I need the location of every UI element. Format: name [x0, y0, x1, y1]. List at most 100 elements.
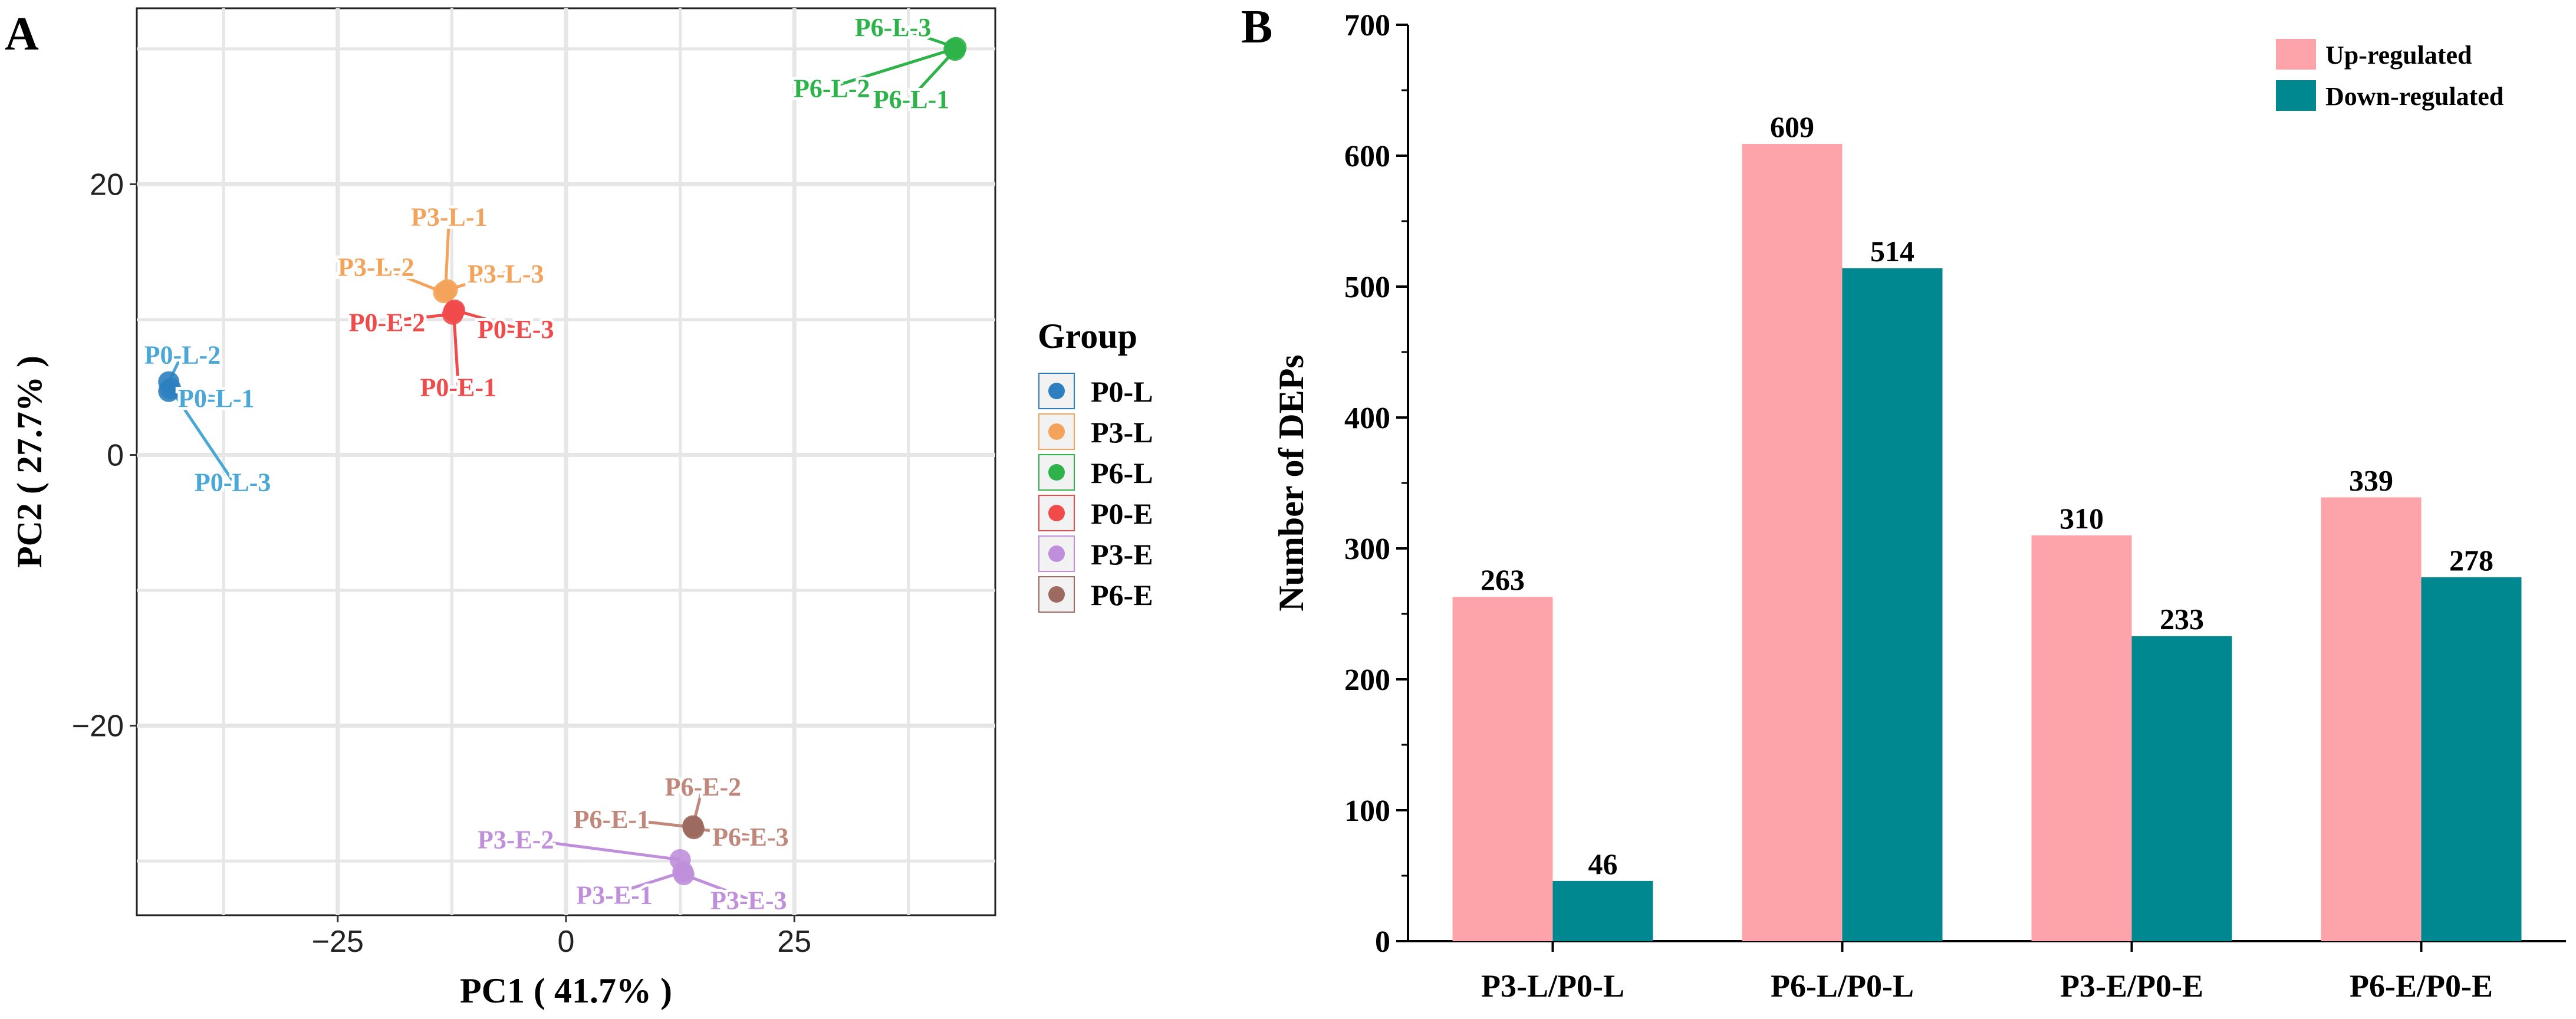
bar-p6-l-p0-l-up-regulated — [1742, 144, 1843, 941]
point-label-p0-e-2: P0-E-2 — [349, 308, 426, 337]
bar-y-tick-label: 100 — [1344, 794, 1390, 828]
bar-legend-label: Down-regulated — [2325, 82, 2503, 111]
legend-key-box — [1038, 413, 1075, 450]
label-connector-p6-l-2 — [831, 47, 955, 88]
label-connector-p3-e-2 — [515, 836, 680, 862]
bar-axes: 0 100 200 300 400 500 600 700 — [1344, 9, 2566, 959]
point-label-halo: P3-L-3 — [468, 259, 544, 288]
pca-points — [158, 37, 967, 886]
bar-y-tick-label: 200 — [1344, 663, 1390, 697]
point-label-halo: P3-E-3 — [710, 886, 787, 915]
legend-item-p0-l: P0-L — [1038, 373, 1153, 409]
point-label-halo: P0-L-1 — [178, 384, 255, 413]
pca-legend: Group P0-L P3-L P6-L P0-E P3-E P6-E — [1038, 317, 1153, 613]
label-connector-p0-e-2 — [387, 313, 453, 323]
bar-p3-l-p0-l-up-regulated — [1452, 597, 1553, 941]
bar-value-p6-l-p0-l-up-regulated: 609 — [1770, 110, 1814, 143]
bar-p3-e-p0-e-up-regulated — [2031, 535, 2132, 941]
bar-y-tick-label: 300 — [1344, 532, 1390, 566]
bar-value-p3-e-p0-e-up-regulated: 310 — [2060, 502, 2104, 535]
point-label-halo: P6-L-1 — [873, 85, 950, 114]
bar-value-p3-l-p0-l-down-regulated: 46 — [1588, 847, 1618, 880]
point-label-p6-e-1: P6-E-1 — [574, 805, 650, 834]
point-label-halo: P3-E-1 — [576, 881, 653, 910]
legend-label: P6-L — [1091, 456, 1153, 489]
bar-category-p6-l-p0-l: P6-L/P0-L — [1771, 968, 1914, 1004]
point-p0-e-3 — [444, 299, 466, 321]
pca-axis-ticks: −25 0 25 −20 0 20 — [72, 167, 811, 959]
label-connector-p3-l-1 — [444, 215, 451, 291]
point-p0-l-3 — [160, 378, 182, 400]
bar-value-p3-e-p0-e-down-regulated: 233 — [2160, 603, 2204, 636]
legend-key-dot — [1048, 586, 1065, 603]
point-label-halo: P0-E-2 — [349, 308, 426, 337]
point-label-p6-l-3: P6-L-3 — [855, 13, 932, 42]
bar-p3-l-p0-l-down-regulated — [1552, 880, 1653, 941]
legend-key-dot — [1048, 383, 1065, 399]
point-p6-e-3 — [683, 818, 705, 840]
bar-value-p3-l-p0-l-up-regulated: 263 — [1481, 563, 1525, 596]
point-label-halo: P0-E-3 — [478, 315, 554, 344]
legend-label: P3-L — [1091, 416, 1153, 449]
point-label-p6-e-2: P6-E-2 — [665, 773, 742, 801]
point-label-p0-l-2: P0-L-2 — [144, 341, 221, 370]
point-label-p0-e-3: P0-E-3 — [478, 315, 554, 344]
point-label-halo: P6-E-1 — [574, 805, 650, 834]
bar-legend-item-down-regulated: Down-regulated — [2276, 80, 2503, 111]
legend-key-dot — [1048, 423, 1065, 440]
point-p6-l-3 — [945, 37, 967, 58]
point-label-p6-l-1: P6-L-1 — [873, 85, 950, 114]
legend-label: P6-E — [1091, 578, 1153, 612]
bar-p6-e-p0-e-down-regulated — [2421, 577, 2522, 941]
point-label-halo: P6-E-3 — [712, 823, 789, 852]
point-label-halo: P0-L-3 — [195, 468, 271, 497]
bar-category-p3-l-p0-l: P3-L/P0-L — [1481, 968, 1624, 1004]
bar-y-axis-title: Number of DEPs — [1272, 354, 1311, 612]
point-p3-e-3 — [673, 864, 695, 886]
bar-value-p6-e-p0-e-down-regulated: 278 — [2449, 544, 2493, 577]
label-connector-p3-e-1 — [614, 870, 684, 895]
legend-key-dot — [1048, 545, 1065, 562]
legend-item-p6-l: P6-L — [1038, 454, 1153, 491]
pca-gridlines — [137, 8, 995, 915]
bar-category-p3-e-p0-e: P3-E/P0-E — [2060, 968, 2203, 1004]
point-label-halo: P6-L-3 — [855, 13, 932, 42]
legend-item-p0-e: P0-E — [1038, 495, 1153, 531]
legend-key-dot — [1048, 505, 1065, 521]
bar-legend-swatch — [2276, 80, 2316, 111]
x-tick-label: 25 — [777, 925, 811, 959]
bar-y-tick-label: 700 — [1344, 9, 1390, 42]
bar-category-p6-e-p0-e: P6-E/P0-E — [2350, 968, 2493, 1004]
bar-p6-e-p0-e-up-regulated — [2321, 497, 2422, 941]
bar-p3-e-p0-e-down-regulated — [2131, 636, 2232, 941]
y-tick-label: 0 — [107, 439, 124, 473]
point-label-halo: P6-E-2 — [665, 773, 742, 801]
bar-y-tick-label: 0 — [1375, 925, 1390, 959]
point-label-halo: P6-L-2 — [794, 74, 870, 103]
legend-item-p6-e: P6-E — [1038, 576, 1153, 613]
x-tick-label: 0 — [558, 925, 575, 959]
legend-key-dot — [1048, 464, 1065, 481]
bar-marks — [1452, 144, 2522, 941]
bar-y-tick-label: 400 — [1344, 402, 1390, 435]
bar-category-labels: P3-L/P0-L P6-L/P0-L P3-E/P0-E P6-E/P0-E — [1481, 968, 2493, 1004]
label-connector-p6-e-1 — [611, 816, 693, 829]
bar-legend: Up-regulated Down-regulated — [2276, 39, 2503, 111]
label-connector-p0-e-3 — [454, 308, 516, 330]
point-label-halo: P0-E-1 — [420, 373, 496, 402]
point-label-p3-l-2: P3-L-2 — [338, 252, 414, 281]
pca-point-labels: P0-L-1P0-L-1P0-L-2P0-L-2P0-L-3P0-L-3P3-L… — [142, 10, 953, 918]
legend-label: P0-E — [1091, 497, 1153, 530]
bar-legend-label: Up-regulated — [2325, 41, 2472, 70]
point-label-p0-l-3: P0-L-3 — [195, 468, 271, 497]
y-tick-label: −20 — [72, 709, 124, 744]
bar-value-labels: 263 46 609 514 310 233 339 278 — [1481, 110, 2493, 880]
legend-label: P3-E — [1091, 538, 1153, 571]
bar-legend-item-up-regulated: Up-regulated — [2276, 39, 2472, 70]
bar-legend-swatch — [2276, 39, 2316, 70]
point-label-p6-e-3: P6-E-3 — [712, 823, 789, 852]
pca-y-axis-title: PC2 ( 27.7% ) — [10, 356, 49, 568]
point-label-p3-l-3: P3-L-3 — [468, 259, 544, 288]
